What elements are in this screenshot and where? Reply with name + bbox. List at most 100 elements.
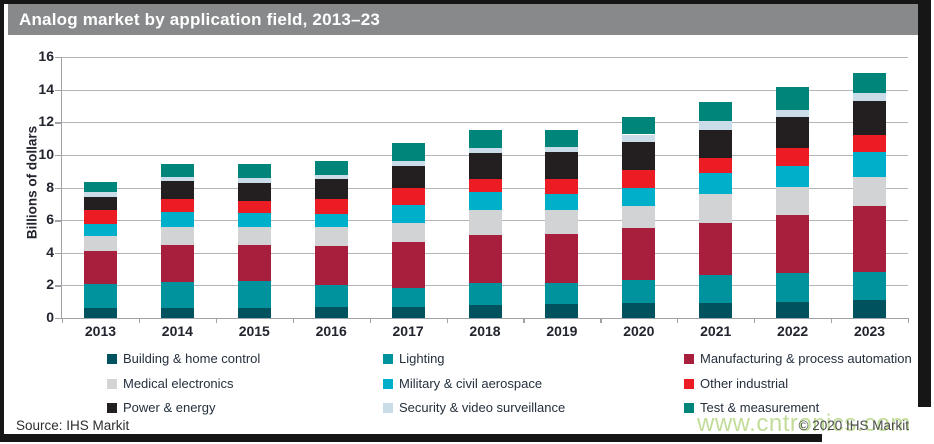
bar-segment — [468, 179, 502, 192]
gridline — [62, 89, 908, 91]
x-tick-label: 2022 — [777, 323, 809, 339]
y-tick-label: 14 — [38, 80, 54, 97]
source-note: Source: IHS Markit — [16, 418, 130, 433]
bar-segment — [622, 141, 656, 171]
bar-segment — [699, 120, 733, 130]
legend-swatch — [684, 378, 694, 389]
y-tick-label: 2 — [46, 276, 54, 293]
bar — [622, 57, 656, 318]
bar-segment — [160, 308, 194, 318]
bar-segment — [314, 226, 348, 247]
bar-segment — [237, 163, 271, 178]
bar — [83, 57, 117, 318]
bar-segment — [391, 287, 425, 307]
bar-segment — [237, 212, 271, 228]
y-tick-label: 8 — [46, 178, 54, 195]
y-tick — [55, 57, 62, 59]
legend-swatch — [684, 402, 694, 413]
bar-segment — [391, 160, 425, 167]
bar-segment — [699, 274, 733, 303]
bar-segment — [391, 143, 425, 161]
bar-segment — [545, 210, 579, 234]
bar-segment — [160, 198, 194, 212]
bar-segment — [314, 175, 348, 179]
y-tick — [55, 187, 62, 189]
bar-segment — [699, 222, 733, 275]
bar-segment — [314, 160, 348, 176]
bar-segment — [545, 178, 579, 195]
bar — [776, 57, 810, 318]
y-tick — [55, 252, 62, 255]
bar-segment — [314, 198, 348, 214]
bar-segment — [237, 177, 271, 183]
bar-segment — [468, 234, 502, 283]
y-tick-label: 6 — [46, 211, 54, 228]
bar-segment — [83, 197, 117, 211]
y-tick-label: 4 — [46, 243, 54, 260]
bar-segment — [391, 166, 425, 189]
bar — [545, 57, 579, 318]
bar — [468, 57, 502, 318]
bar-segment — [468, 191, 502, 210]
bar-segment — [622, 206, 656, 229]
bar — [160, 57, 194, 318]
bar-segment — [622, 187, 656, 207]
bar-segment — [699, 194, 733, 223]
x-tick-label: 2023 — [853, 323, 886, 339]
y-tick — [55, 285, 62, 287]
x-tick — [138, 318, 141, 323]
bar-segment — [83, 236, 117, 252]
bar-segment — [391, 306, 425, 318]
bar-segment — [83, 191, 117, 198]
bar-segment — [83, 224, 117, 237]
legend-label: Manufacturing & process automation — [700, 351, 912, 366]
bar-segment — [314, 246, 348, 285]
x-tick-label: 2018 — [469, 323, 501, 339]
bar-segment — [237, 308, 271, 318]
legend-label: Lighting — [399, 351, 445, 366]
bar-segment — [160, 163, 194, 177]
copyright-note: © 2020 IHS Markit — [798, 418, 910, 433]
bar-segment — [776, 215, 810, 274]
bar-segment — [699, 101, 733, 121]
bar-segment — [622, 116, 656, 135]
bar — [853, 57, 887, 318]
y-tick-label: 0 — [46, 309, 54, 325]
bar-segment — [545, 130, 579, 147]
x-axis-line — [55, 318, 908, 320]
bar-segment — [391, 205, 425, 224]
bar-segment — [468, 148, 502, 154]
y-tick-label: 12 — [38, 113, 54, 130]
legend-swatch — [383, 353, 393, 364]
legend-label: Security & video surveillance — [399, 400, 566, 415]
bar-segment — [545, 194, 579, 211]
bar-segment — [83, 181, 117, 192]
bar-segment — [853, 72, 887, 93]
gridline — [62, 122, 908, 124]
bar-segment — [160, 226, 194, 245]
legend-item: Security & video surveillance — [383, 400, 565, 415]
bar-segment — [160, 282, 194, 309]
x-tick-label: 2016 — [315, 323, 347, 339]
bar-segment — [699, 129, 733, 159]
bar-segment — [545, 234, 579, 283]
x-tick-label: 2014 — [161, 323, 193, 339]
bar-segment — [160, 244, 194, 283]
bar-segment — [699, 172, 733, 195]
legend-swatch — [383, 378, 393, 389]
bar-segment — [853, 152, 887, 177]
bar-segment — [468, 209, 502, 235]
x-tick — [831, 318, 833, 323]
x-tick — [446, 318, 448, 323]
bar-segment — [776, 166, 810, 187]
x-tick-label: 2013 — [84, 323, 117, 339]
x-tick — [600, 318, 602, 323]
x-tick-label: 2020 — [623, 323, 655, 339]
bar-segment — [699, 158, 733, 173]
bar-segment — [237, 227, 271, 245]
plot-area: 2013 2014 2015 2016 2017 2018 2019 2020 2021 2022… — [62, 57, 910, 339]
legend-item: Other industrial — [684, 376, 788, 391]
bar-segment — [391, 242, 425, 288]
bar-segment — [776, 87, 810, 111]
